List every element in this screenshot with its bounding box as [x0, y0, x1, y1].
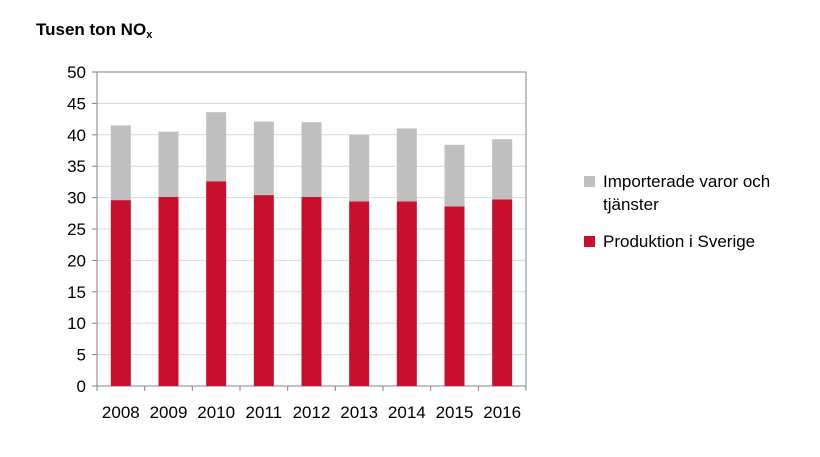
bar-imported — [396, 128, 417, 202]
x-tick-label: 2008 — [102, 403, 140, 422]
bar-production — [301, 196, 322, 386]
legend-label-production: Produktion i Sverige — [603, 232, 756, 251]
legend-item-imported: Importerade varor och tjänster — [584, 170, 816, 216]
y-axis-title: Tusen ton NOx — [36, 20, 152, 41]
bar-imported — [444, 144, 465, 207]
bar-imported — [349, 134, 370, 202]
legend-item-production: Produktion i Sverige — [584, 230, 816, 253]
y-tick-label: 35 — [67, 157, 86, 176]
y-tick-label: 0 — [77, 377, 86, 396]
bar-production — [396, 201, 417, 386]
bar-production — [110, 200, 131, 386]
x-tick-label: 2015 — [436, 403, 474, 422]
bar-production — [492, 199, 513, 386]
legend-swatch-imported — [584, 176, 595, 187]
bar-production — [444, 206, 465, 386]
x-tick-label: 2012 — [293, 403, 331, 422]
y-tick-label: 45 — [67, 94, 86, 113]
bar-imported — [492, 139, 513, 200]
y-tick-label: 50 — [67, 63, 86, 82]
bar-imported — [158, 131, 179, 197]
bar-production — [349, 201, 370, 386]
bar-production — [158, 196, 179, 386]
bar-imported — [301, 122, 322, 197]
bar-imported — [110, 125, 131, 201]
y-axis-title-subscript: x — [146, 29, 153, 41]
x-tick-label: 2011 — [246, 403, 283, 422]
y-tick-label: 20 — [67, 251, 86, 270]
bar-production — [206, 181, 227, 386]
legend-label-imported: Importerade varor och tjänster — [603, 172, 771, 214]
x-tick-label: 2016 — [483, 403, 521, 422]
bar-imported — [206, 112, 227, 182]
x-tick-label: 2010 — [197, 403, 235, 422]
x-tick-label: 2013 — [340, 403, 378, 422]
y-tick-label: 25 — [67, 220, 86, 239]
y-tick-label: 10 — [67, 314, 86, 333]
legend: Importerade varor och tjänster Produktio… — [584, 170, 816, 267]
y-tick-label: 15 — [67, 283, 86, 302]
x-tick-label: 2014 — [388, 403, 426, 422]
bar-imported — [253, 121, 274, 196]
bar-production — [253, 195, 274, 386]
y-tick-label: 5 — [77, 346, 86, 365]
x-tick-label: 2009 — [150, 403, 188, 422]
legend-swatch-production — [584, 236, 595, 247]
y-tick-label: 30 — [67, 189, 86, 208]
y-tick-label: 40 — [67, 126, 86, 145]
y-axis-title-main: Tusen ton NO — [36, 20, 147, 39]
